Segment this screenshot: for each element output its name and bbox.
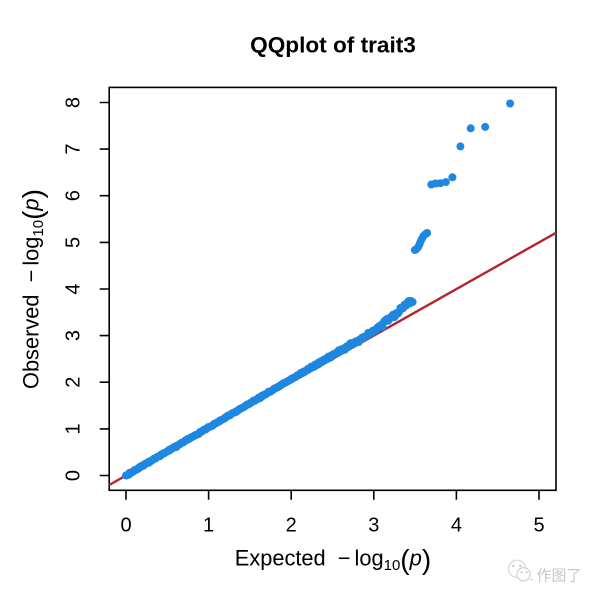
svg-text:QQplot of trait3: QQplot of trait3 [250,33,416,58]
svg-text:7: 7 [63,144,85,155]
svg-text:3: 3 [63,330,85,341]
svg-text:1: 1 [63,423,85,434]
svg-text:作图了: 作图了 [537,568,582,585]
svg-text:3: 3 [368,514,379,536]
svg-text:2: 2 [286,514,297,536]
svg-text:0: 0 [120,514,131,536]
svg-text:5: 5 [63,237,85,248]
svg-text:8: 8 [63,97,85,108]
svg-text:4: 4 [451,514,462,536]
svg-text:4: 4 [63,283,85,294]
svg-text:6: 6 [63,190,85,201]
svg-text:5: 5 [533,514,544,536]
svg-text:Observed −log10(p): Observed −log10(p) [17,189,48,389]
svg-text:0: 0 [63,470,85,481]
svg-text:1: 1 [203,514,214,536]
svg-text:Expected −log10(p): Expected − log10(p) [235,544,431,575]
svg-text:2: 2 [63,377,85,388]
